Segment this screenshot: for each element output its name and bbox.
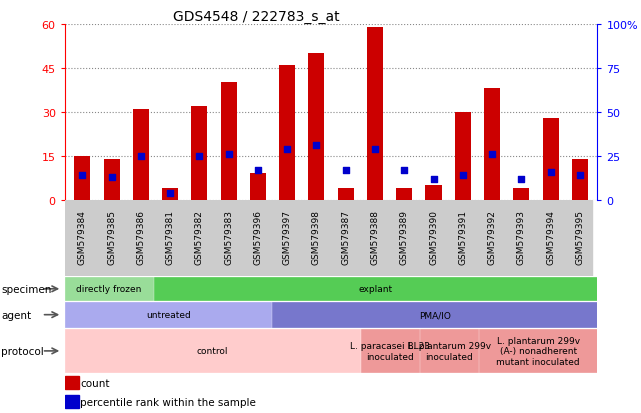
Point	[545, 169, 556, 176]
Bar	[250, 174, 266, 200]
Bar	[420, 330, 478, 373]
Text: GSM579381: GSM579381	[165, 209, 174, 264]
Bar	[361, 330, 419, 373]
Point	[575, 173, 585, 179]
Text: L. plantarum 299v
(A-) nonadherent
mutant inoculated: L. plantarum 299v (A-) nonadherent mutan…	[496, 336, 580, 366]
Bar	[572, 159, 588, 200]
Point	[194, 153, 204, 160]
Bar	[396, 189, 412, 200]
Bar	[479, 330, 597, 373]
Bar	[162, 189, 178, 200]
Text: protocol: protocol	[1, 346, 44, 356]
Text: GSM579398: GSM579398	[312, 209, 321, 264]
Bar	[367, 28, 383, 200]
Text: control: control	[197, 347, 228, 356]
Text: GSM579388: GSM579388	[370, 209, 379, 264]
Text: agent: agent	[1, 310, 31, 320]
Text: GSM579396: GSM579396	[253, 209, 262, 264]
Bar	[454, 113, 471, 200]
Text: PMA/IO: PMA/IO	[419, 311, 451, 319]
Point	[224, 152, 234, 158]
Point	[428, 176, 438, 183]
Text: explant: explant	[358, 285, 392, 294]
Text: GSM579389: GSM579389	[400, 209, 409, 264]
Point	[136, 153, 146, 160]
Bar	[338, 189, 354, 200]
Text: GSM579385: GSM579385	[107, 209, 116, 264]
Bar	[74, 157, 90, 200]
Bar	[513, 189, 529, 200]
Bar	[65, 302, 271, 328]
Point	[282, 146, 292, 153]
Point	[253, 167, 263, 174]
Text: GSM579382: GSM579382	[195, 210, 204, 264]
Text: percentile rank within the sample: percentile rank within the sample	[80, 396, 256, 407]
Text: GSM579393: GSM579393	[517, 209, 526, 264]
Bar	[191, 107, 208, 200]
Bar	[221, 83, 237, 200]
Point	[370, 146, 380, 153]
Bar	[279, 66, 296, 200]
Bar	[65, 278, 153, 301]
Text: GSM579394: GSM579394	[546, 210, 555, 264]
Text: specimen: specimen	[1, 284, 52, 294]
Bar	[542, 119, 559, 200]
Text: GSM579390: GSM579390	[429, 209, 438, 264]
Bar	[154, 278, 597, 301]
Bar	[65, 330, 360, 373]
Bar	[103, 159, 120, 200]
Text: GSM579392: GSM579392	[488, 210, 497, 264]
Bar	[65, 395, 79, 408]
Text: count: count	[80, 378, 110, 388]
Point	[77, 173, 87, 179]
Text: GSM579395: GSM579395	[576, 209, 585, 264]
Point	[487, 152, 497, 158]
Bar	[308, 54, 324, 200]
Text: GSM579386: GSM579386	[137, 209, 146, 264]
Point	[312, 142, 322, 149]
Text: L. paracasei BL23
inoculated: L. paracasei BL23 inoculated	[350, 342, 430, 361]
Text: GSM579383: GSM579383	[224, 209, 233, 264]
Point	[458, 173, 468, 179]
Bar	[272, 302, 597, 328]
Text: directly frozen: directly frozen	[76, 285, 142, 294]
Point	[516, 176, 526, 183]
Text: GSM579384: GSM579384	[78, 210, 87, 264]
Bar	[133, 109, 149, 200]
Text: GSM579391: GSM579391	[458, 209, 467, 264]
Point	[399, 167, 410, 174]
Point	[340, 167, 351, 174]
Bar	[426, 186, 442, 200]
Text: GSM579397: GSM579397	[283, 209, 292, 264]
Point	[106, 174, 117, 181]
Text: untreated: untreated	[146, 311, 190, 319]
Text: GDS4548 / 222783_s_at: GDS4548 / 222783_s_at	[173, 10, 340, 24]
Point	[165, 190, 175, 197]
Text: L. plantarum 299v
inoculated: L. plantarum 299v inoculated	[408, 342, 491, 361]
Bar	[484, 89, 500, 200]
Bar	[65, 376, 79, 389]
Text: GSM579387: GSM579387	[341, 209, 350, 264]
